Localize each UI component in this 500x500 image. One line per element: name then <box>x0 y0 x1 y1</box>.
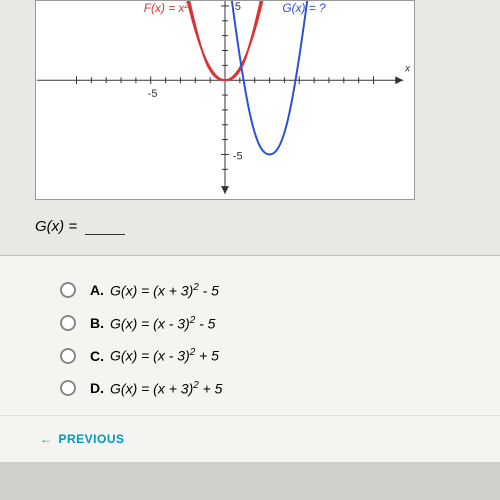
choice-b-letter: B. <box>90 315 104 331</box>
choice-c[interactable]: C. G(x) = (x - 3)2 + 5 <box>0 339 500 372</box>
question-panel: -5 5 -5 x F(x) = x2 G(x) = ? G(x) = <box>0 0 500 256</box>
f-label: F(x) = x2 <box>144 1 190 15</box>
y-neg5-label: -5 <box>233 150 243 162</box>
radio-a[interactable] <box>60 282 76 298</box>
graph-svg: -5 5 -5 x F(x) = x2 G(x) = ? <box>36 1 414 199</box>
radio-b[interactable] <box>60 315 76 331</box>
gx-label: G(x) = <box>35 218 81 235</box>
choice-a[interactable]: A. G(x) = (x + 3)2 - 5 <box>0 274 500 307</box>
choice-c-text: G(x) = (x - 3)2 + 5 <box>110 347 219 364</box>
prompt-text: G(x) = <box>15 210 485 243</box>
g-label: G(x) = ? <box>282 1 326 15</box>
choice-c-letter: C. <box>90 348 104 364</box>
radio-d[interactable] <box>60 380 76 396</box>
previous-label: PREVIOUS <box>59 432 125 446</box>
radio-c[interactable] <box>60 348 76 364</box>
choice-b[interactable]: B. G(x) = (x - 3)2 - 5 <box>0 307 500 340</box>
y-pos5-label: 5 <box>235 1 241 13</box>
choice-a-letter: A. <box>90 282 104 298</box>
x-axis-label: x <box>404 63 411 74</box>
choice-a-text: G(x) = (x + 3)2 - 5 <box>110 282 219 299</box>
answers-panel: A. G(x) = (x + 3)2 - 5 B. G(x) = (x - 3)… <box>0 256 500 415</box>
previous-button[interactable]: ← PREVIOUS <box>40 432 125 446</box>
graph-box: -5 5 -5 x F(x) = x2 G(x) = ? <box>35 0 415 200</box>
choice-d-text: G(x) = (x + 3)2 + 5 <box>110 380 222 397</box>
x-neg5-label: -5 <box>148 88 158 100</box>
choice-d-letter: D. <box>90 380 104 396</box>
blank-line <box>85 234 125 235</box>
nav-panel: ← PREVIOUS <box>0 415 500 462</box>
choice-b-text: G(x) = (x - 3)2 - 5 <box>110 315 215 332</box>
left-arrow-icon: ← <box>40 432 53 446</box>
choice-d[interactable]: D. G(x) = (x + 3)2 + 5 <box>0 372 500 405</box>
